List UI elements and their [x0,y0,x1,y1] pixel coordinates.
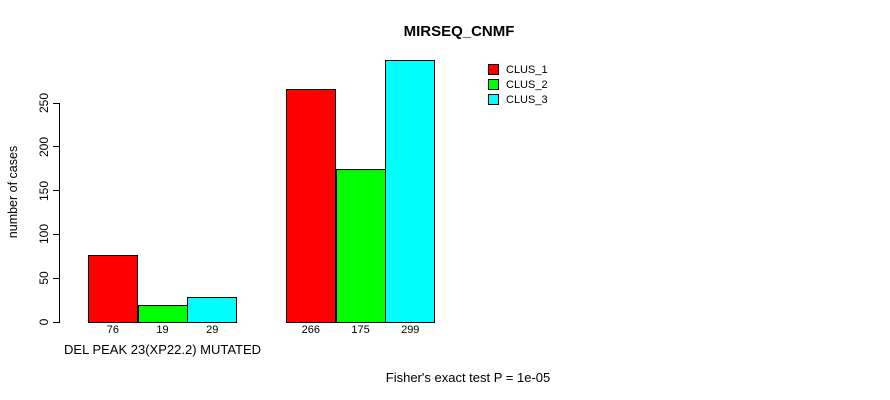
annotation-text: Fisher's exact test P = 1e-05 [385,370,551,385]
y-tick-mark [53,190,60,192]
bar-clus_1-group2 [286,88,336,323]
y-tick-mark [53,146,60,148]
y-tick-label: 100 [37,224,51,245]
y-tick-mark [53,102,60,104]
bar-value-label: 266 [301,324,321,336]
legend-swatch-clus_1 [488,64,499,75]
legend-label: CLUS_1 [506,63,548,76]
y-axis-line [59,103,60,323]
bar-value-label: 76 [106,324,119,336]
y-tick-label: 200 [37,136,51,157]
category-label: DEL PEAK 23(XP22.2) MUTATED [64,342,262,357]
bar-clus_1-group1 [88,255,138,323]
y-tick-mark [53,321,60,323]
legend-label: CLUS_2 [506,78,548,91]
y-tick-label: 50 [37,271,51,285]
chart-title: MIRSEQ_CNMF [403,23,515,40]
legend-item: CLUS_1 [488,62,548,77]
y-tick-mark [53,277,60,279]
bar-clus_2-group1 [138,305,188,323]
bar-value-label: 175 [351,324,370,336]
legend-item: CLUS_3 [488,92,548,107]
bar-clus_3-group2 [385,60,435,323]
y-tick-label: 0 [37,318,51,326]
y-tick-label: 250 [37,92,51,114]
y-tick-mark [53,233,60,235]
legend-swatch-clus_2 [488,79,499,90]
legend-label: CLUS_3 [506,93,548,106]
legend-swatch-clus_3 [488,94,499,105]
y-axis-label: number of cases [6,145,20,239]
bar-value-label: 299 [401,324,420,336]
legend: CLUS_1 CLUS_2 CLUS_3 [488,62,548,107]
bar-clus_2-group2 [336,168,386,323]
bar-value-label: 19 [156,324,169,336]
bar-value-label: 29 [206,324,219,336]
bar-clus_3-group1 [187,296,237,323]
legend-item: CLUS_2 [488,77,548,92]
y-tick-label: 150 [37,180,51,201]
